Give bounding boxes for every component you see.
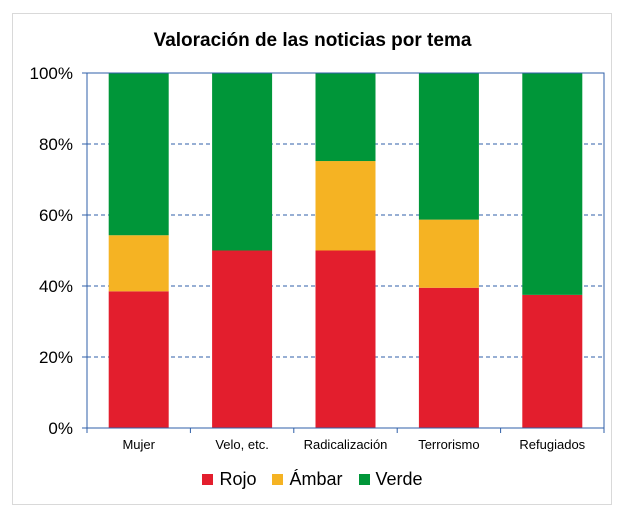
bar-segment-rojo — [315, 250, 376, 428]
legend-label: Verde — [375, 469, 423, 489]
x-tick-label: Radicalización — [304, 437, 388, 452]
legend-item-verde: Verde — [358, 469, 423, 490]
bar-segment-verde — [418, 73, 479, 220]
chart-title: Valoración de las noticias por tema — [153, 30, 472, 51]
bar-segment-ámbar — [108, 235, 169, 292]
bar-segment-rojo — [212, 250, 273, 428]
bar-segment-verde — [315, 73, 376, 162]
bar-segment-verde — [212, 73, 273, 251]
legend-item-ámbar: Ámbar — [272, 469, 343, 490]
y-tick-label: 60% — [39, 206, 73, 225]
bar-segment-rojo — [522, 294, 583, 428]
bar-segment-verde — [108, 73, 169, 236]
legend-swatch — [272, 474, 284, 485]
plot-area-border — [86, 72, 605, 429]
bar-segment-rojo — [108, 291, 169, 428]
bar-segment-rojo — [418, 287, 479, 428]
legend-item-rojo: Rojo — [202, 469, 256, 490]
legend-label: Rojo — [219, 469, 257, 489]
bar-segment-ámbar — [418, 219, 479, 288]
legend-label: Ámbar — [289, 469, 343, 489]
legend-swatch — [358, 474, 370, 485]
chart-frame — [12, 13, 612, 505]
y-tick-label: 0% — [48, 419, 73, 438]
x-tick-label: Refugiados — [519, 437, 585, 452]
x-tick-label: Terrorismo — [418, 437, 479, 452]
bar-segment-ámbar — [315, 161, 376, 251]
x-tick-label: Mujer — [122, 437, 155, 452]
bar-segment-verde — [522, 73, 583, 295]
chart-legend: Rojo Ámbar Verde — [0, 469, 625, 490]
y-tick-label: 20% — [39, 348, 73, 367]
y-tick-label: 100% — [30, 64, 73, 83]
y-tick-label: 80% — [39, 135, 73, 154]
x-tick-label: Velo, etc. — [215, 437, 268, 452]
legend-swatch — [202, 474, 214, 485]
y-tick-label: 40% — [39, 277, 73, 296]
